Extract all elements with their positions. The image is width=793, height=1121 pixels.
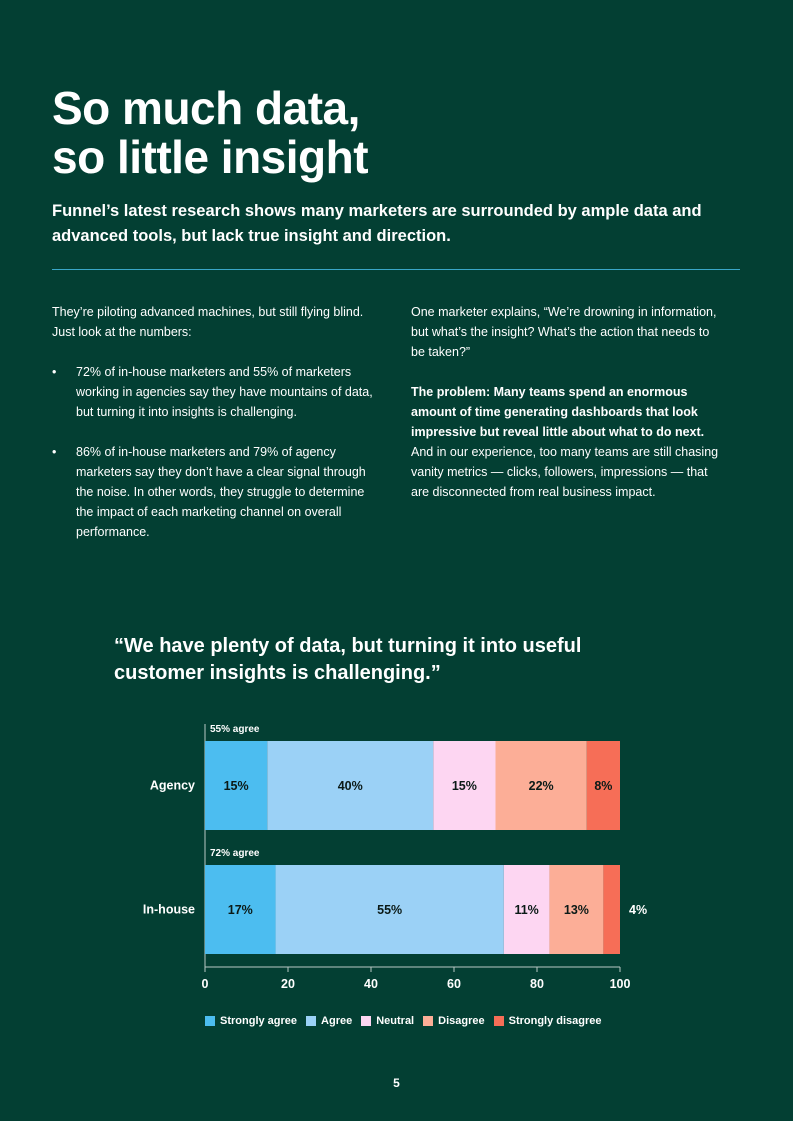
agree-note-agency: 55% agree [210, 724, 260, 735]
bar-in-house-strongly-agree [205, 865, 276, 954]
data-label-in-house-strongly-agree: 17% [228, 903, 253, 917]
bar-in-house-agree [275, 865, 504, 954]
legend-item-strongly-disagree: Strongly disagree [493, 1015, 602, 1027]
stat-bullet-1: 72% of in-house marketers and 55% of mar… [52, 362, 382, 422]
legend-swatch-strongly-disagree [493, 1016, 504, 1026]
bar-agency-disagree [495, 741, 587, 830]
legend-swatch-strongly-agree [205, 1016, 215, 1026]
problem-bold-text: The problem: Many teams spend an enormou… [411, 385, 705, 439]
data-label-in-house-disagree: 13% [564, 903, 589, 917]
bar-agency-neutral [433, 741, 496, 830]
legend-item-agree: Agree [306, 1015, 352, 1027]
bar-in-house-neutral [503, 865, 550, 954]
problem-paragraph: The problem: Many teams spend an enormou… [411, 382, 721, 502]
x-tick-label-40: 40 [364, 977, 378, 991]
legend-swatch-disagree [423, 1016, 434, 1026]
chart-legend: Strongly agree Agree Neutral Disagree Strong… [205, 1015, 602, 1027]
title-line-2: so little insight [52, 131, 369, 183]
page-number: 5 [393, 1076, 400, 1090]
legend-item-strongly-agree: Strongly agree [205, 1015, 297, 1027]
bar-agency-strongly-disagree [586, 741, 620, 830]
x-tick-label-20: 20 [281, 977, 295, 991]
data-label-agency-neutral: 15% [452, 779, 477, 793]
x-tick-label-80: 80 [530, 977, 544, 991]
stat-bullet-2: 86% of in-house marketers and 79% of age… [52, 442, 382, 542]
data-label-agency-disagree: 22% [529, 779, 554, 793]
bar-agency-strongly-agree [205, 741, 268, 830]
category-label-in-house: In-house [143, 903, 195, 917]
data-label-in-house-strongly-disagree: 4% [629, 903, 647, 917]
legend-swatch-agree [306, 1016, 317, 1026]
subtitle: Funnel’s latest research shows many mark… [52, 202, 702, 245]
title-line-1: So much data, [52, 82, 360, 134]
legend-swatch-neutral [361, 1016, 372, 1026]
left-column: They’re piloting advanced machines, but … [52, 302, 382, 562]
x-tick-label-0: 0 [202, 977, 209, 991]
legend-item-disagree: Disagree [423, 1015, 485, 1027]
x-tick-label-100: 100 [610, 977, 631, 991]
chart-quote-heading: “We have plenty of data, but turning it … [114, 635, 582, 684]
stat-bullet-list: 72% of in-house marketers and 55% of mar… [52, 362, 382, 542]
legend-item-neutral: Neutral [361, 1015, 414, 1027]
right-column: One marketer explains, “We’re drowning i… [411, 302, 721, 522]
data-label-agency-strongly-disagree: 8% [594, 779, 612, 793]
divider [52, 269, 740, 270]
problem-rest-text: And in our experience, too many teams ar… [411, 445, 719, 499]
x-tick-label-60: 60 [447, 977, 461, 991]
data-label-agency-strongly-agree: 15% [224, 779, 249, 793]
category-label-agency: Agency [150, 779, 195, 793]
data-label-agency-agree: 40% [338, 779, 363, 793]
page-title: So much data, so little insight [52, 82, 369, 183]
data-label-in-house-neutral: 11% [514, 903, 538, 917]
survey-stacked-bar-chart: Agency 55% agree 15% 40% 15% 22% 8% In-house 72%… [143, 724, 647, 991]
legend-label-neutral: Neutral [376, 1015, 415, 1027]
agree-note-in-house: 72% agree [210, 848, 260, 859]
bar-in-house-disagree [549, 865, 604, 954]
data-label-in-house-agree: 55% [377, 903, 402, 917]
legend-label-disagree: Disagree [438, 1015, 485, 1027]
left-intro: They’re piloting advanced machines, but … [52, 305, 364, 339]
legend-label-agree: Agree [321, 1015, 353, 1027]
legend-label-strongly-agree: Strongly agree [220, 1015, 298, 1027]
legend-label-strongly-disagree: Strongly disagree [508, 1015, 602, 1027]
bar-in-house-strongly-disagree [603, 865, 620, 954]
bar-agency-agree [267, 741, 434, 830]
marketer-quote-paragraph: One marketer explains, “We’re drowning i… [411, 305, 717, 359]
